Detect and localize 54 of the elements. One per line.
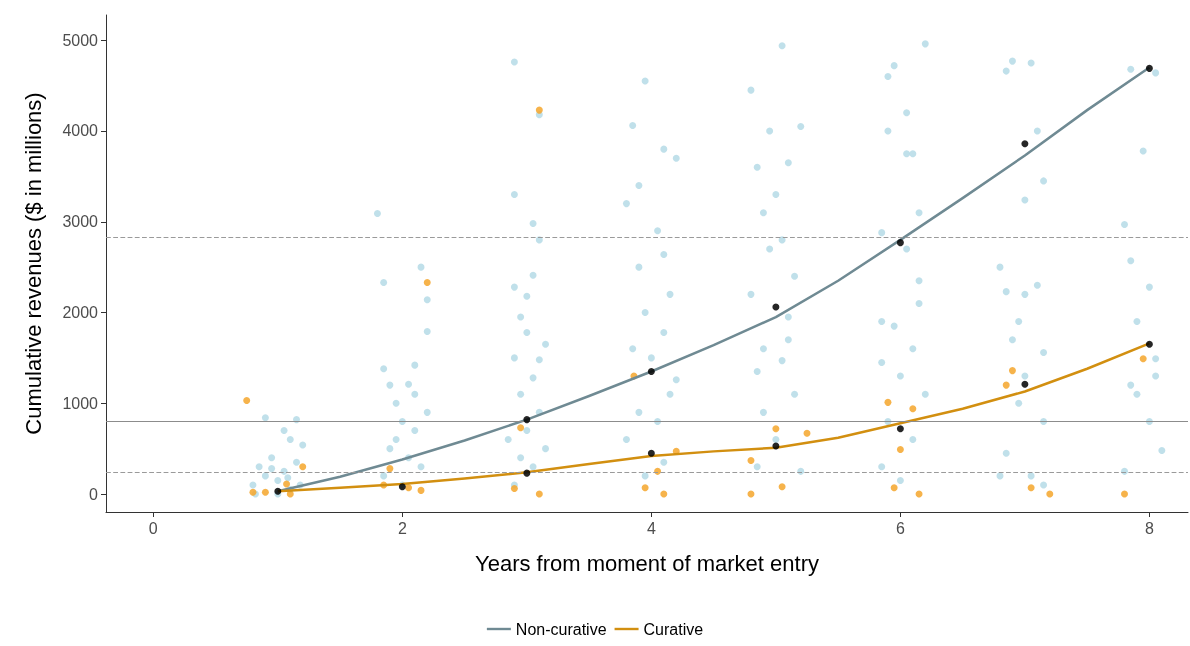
point [535,490,543,498]
x-tick-label: 2 [397,519,407,537]
point [647,368,655,375]
point [890,484,898,492]
point [1046,490,1054,498]
x-tick-label: 0 [148,519,158,537]
point [1021,380,1029,388]
y-tick-label: 0 [89,485,99,503]
point [747,456,755,464]
point [896,425,904,433]
y-tick-label: 3000 [62,213,99,231]
point [1139,355,1147,363]
point [1008,367,1016,375]
point [641,484,649,492]
x-tick-label: 8 [1144,519,1154,537]
point [909,405,917,413]
point [772,425,780,433]
point [510,485,518,493]
point [884,398,892,406]
point [243,397,251,405]
point [647,449,655,457]
point [1021,140,1029,148]
point [523,416,531,424]
point [523,469,531,477]
y-tick-label: 2000 [62,304,99,322]
y-tick-label: 5000 [62,31,99,49]
point [803,429,811,437]
point [778,483,786,491]
point [1002,381,1010,389]
point [1145,64,1153,72]
point [772,442,780,450]
point [517,424,525,432]
point [1145,340,1153,348]
point [423,279,431,287]
point [299,463,307,471]
x-tick-label: 6 [895,519,905,537]
point [535,106,543,114]
point [417,486,425,494]
legend-label: Curative [643,620,704,638]
point [896,239,904,247]
x-tick-label: 4 [646,519,656,537]
y-axis-title: Cumulative revenues ($ in millions) [20,92,46,435]
legend-label: Non-curative [515,620,607,638]
point [1027,484,1035,492]
point [772,303,780,311]
point [386,465,394,473]
point [660,490,668,498]
point [261,488,269,496]
point [283,480,291,488]
x-axis-title: Years from moment of market entry [475,550,819,576]
y-tick-label: 1000 [62,394,99,412]
point [896,446,904,454]
y-tick-label: 4000 [62,122,99,140]
point [1121,490,1128,498]
